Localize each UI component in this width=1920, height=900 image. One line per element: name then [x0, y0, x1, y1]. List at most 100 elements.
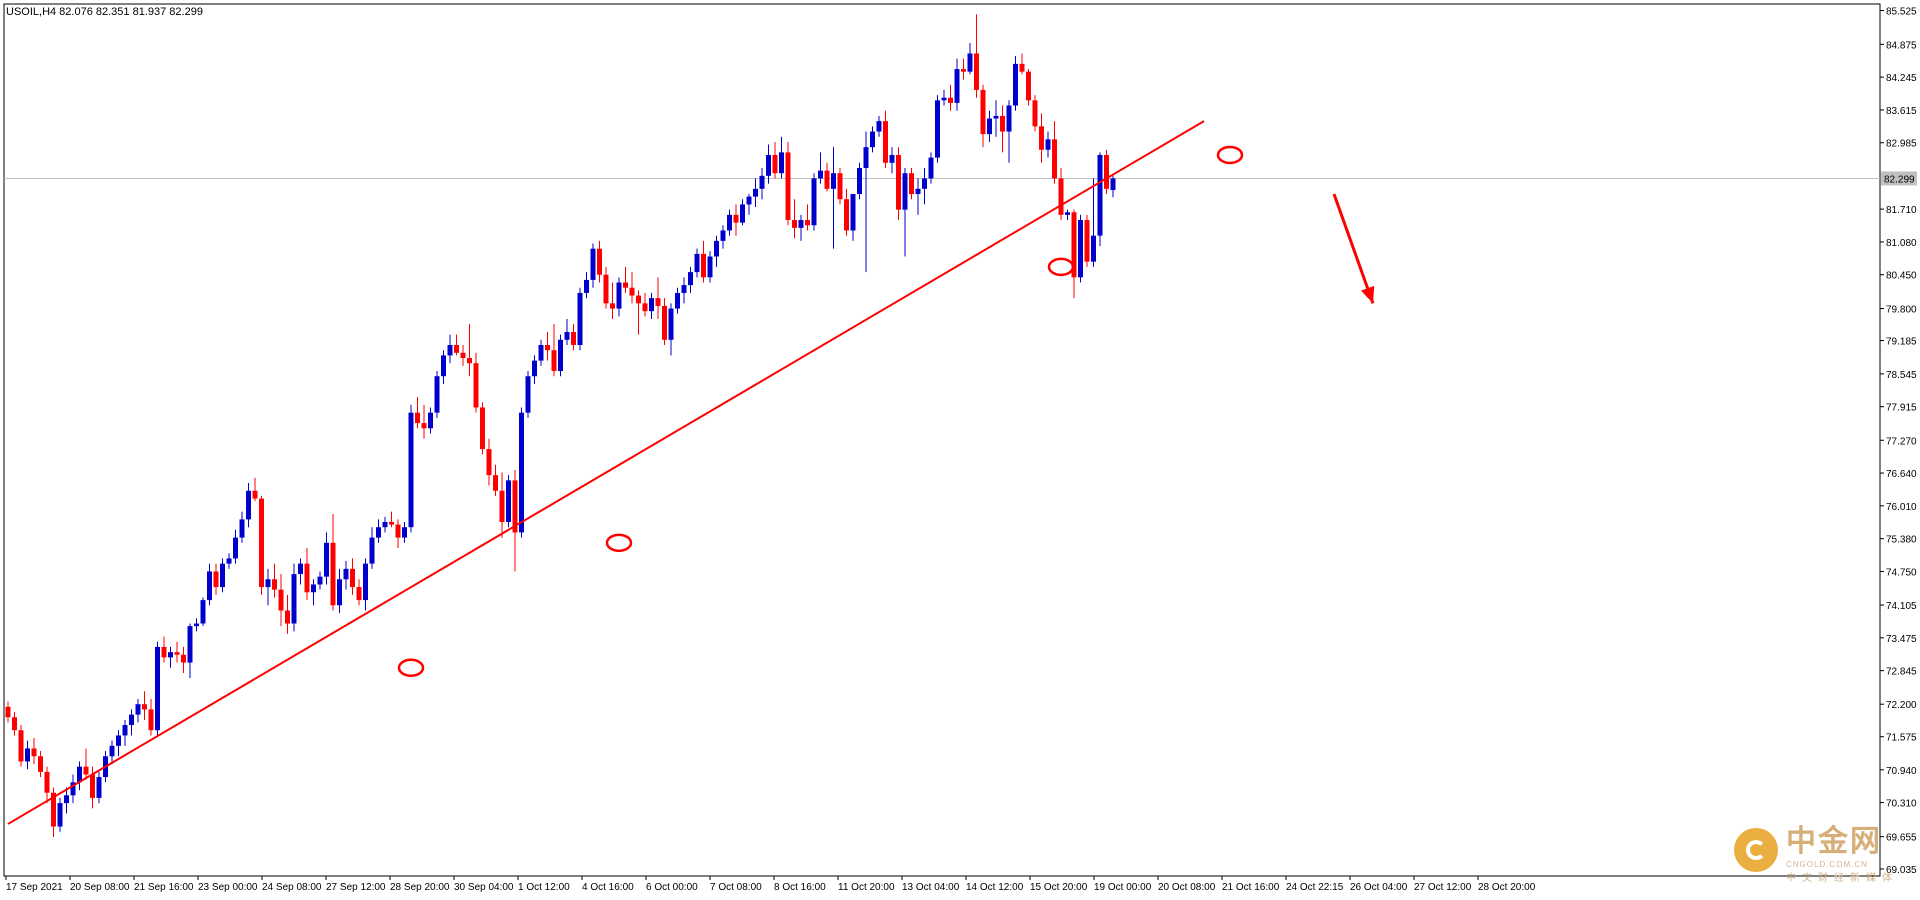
candle[interactable] [512, 469, 518, 572]
candle[interactable] [460, 344, 466, 366]
candle[interactable] [1078, 214, 1083, 283]
candle[interactable] [44, 766, 50, 804]
candle[interactable] [844, 188, 849, 236]
candle[interactable] [623, 266, 628, 293]
candle[interactable] [395, 519, 401, 549]
candle[interactable] [239, 511, 245, 543]
candle[interactable] [558, 334, 563, 377]
candle[interactable] [96, 771, 102, 804]
candle[interactable] [168, 646, 173, 668]
candle[interactable] [584, 272, 589, 299]
candle[interactable] [948, 84, 953, 111]
candle[interactable] [1052, 121, 1057, 184]
candle[interactable] [1032, 95, 1038, 132]
candle[interactable] [473, 352, 479, 413]
candle[interactable] [57, 797, 63, 832]
candle[interactable] [499, 472, 505, 538]
candle[interactable] [798, 214, 804, 241]
candle[interactable] [415, 397, 420, 429]
candle[interactable] [480, 402, 485, 455]
candle[interactable] [493, 464, 498, 496]
candle[interactable] [363, 558, 368, 611]
candle[interactable] [571, 324, 576, 351]
candle[interactable] [935, 95, 940, 163]
candle[interactable] [447, 334, 453, 364]
candle[interactable] [226, 553, 232, 569]
candle[interactable] [538, 339, 544, 366]
candle[interactable] [818, 152, 823, 184]
candle[interactable] [18, 725, 24, 767]
candle[interactable] [252, 477, 258, 502]
candle[interactable] [324, 532, 329, 585]
candle[interactable] [811, 173, 817, 231]
candle[interactable] [668, 303, 674, 356]
candle[interactable] [109, 740, 115, 765]
candle[interactable] [311, 579, 316, 606]
candle[interactable] [883, 110, 888, 168]
candle[interactable] [961, 58, 966, 80]
candle[interactable] [64, 787, 69, 814]
candle[interactable] [545, 331, 550, 361]
candle[interactable] [428, 407, 433, 434]
candle[interactable] [1026, 69, 1031, 106]
candle[interactable] [356, 579, 362, 606]
candle[interactable] [12, 712, 17, 736]
candle[interactable] [454, 334, 459, 356]
candle[interactable] [1013, 56, 1018, 111]
candle[interactable] [77, 761, 82, 791]
candle[interactable] [603, 266, 609, 309]
candle[interactable] [753, 178, 758, 208]
candle[interactable] [733, 204, 739, 236]
candle[interactable] [701, 240, 706, 283]
candle[interactable] [376, 519, 381, 543]
candle[interactable] [993, 100, 999, 137]
candle[interactable] [38, 751, 43, 778]
candle[interactable] [792, 199, 797, 239]
candle[interactable] [194, 618, 199, 632]
candle[interactable] [928, 152, 934, 184]
candle[interactable] [1019, 53, 1025, 75]
candle[interactable] [766, 144, 771, 184]
candle[interactable] [116, 730, 121, 757]
candle[interactable] [337, 568, 342, 614]
candle[interactable] [350, 558, 355, 595]
candle[interactable] [1000, 105, 1005, 153]
candle[interactable] [519, 407, 524, 538]
candle[interactable] [278, 574, 284, 627]
candle[interactable] [642, 292, 648, 317]
candle[interactable] [1045, 131, 1051, 158]
candle[interactable] [1110, 175, 1116, 198]
candle[interactable] [181, 646, 186, 673]
candle[interactable] [863, 131, 869, 273]
candle[interactable] [876, 115, 882, 137]
candle[interactable] [272, 563, 277, 598]
candle[interactable] [1006, 100, 1012, 163]
candle[interactable] [636, 290, 641, 335]
candle[interactable] [382, 516, 388, 533]
candle[interactable] [233, 529, 238, 564]
candle[interactable] [941, 89, 947, 106]
candle[interactable] [610, 282, 615, 319]
candle[interactable] [25, 740, 30, 770]
candle[interactable] [779, 136, 784, 179]
candle[interactable] [83, 748, 89, 780]
candle[interactable] [720, 225, 726, 249]
candle[interactable] [662, 298, 667, 345]
candle[interactable] [317, 571, 323, 590]
candle[interactable] [857, 162, 862, 200]
candle[interactable] [837, 167, 843, 205]
candle[interactable] [590, 243, 596, 288]
candle[interactable] [1058, 167, 1064, 221]
candle[interactable] [486, 438, 492, 486]
candle[interactable] [129, 709, 134, 736]
candle[interactable] [1091, 178, 1096, 267]
candle[interactable] [285, 594, 290, 634]
candle[interactable] [1104, 149, 1109, 195]
candle[interactable] [577, 287, 583, 351]
candle[interactable] [122, 719, 128, 746]
candle[interactable] [220, 558, 225, 593]
candle[interactable] [649, 292, 654, 319]
candle[interactable] [870, 126, 875, 153]
candle[interactable] [1071, 209, 1077, 299]
